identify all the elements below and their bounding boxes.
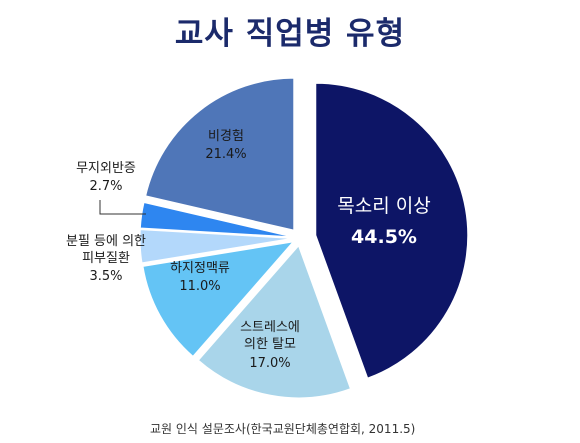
slice-label: 무지외반증: [76, 161, 136, 176]
pie-slice: [142, 241, 295, 357]
leader-line: [99, 200, 146, 215]
slice-label: 목소리 이상: [337, 195, 430, 217]
pie-slice: [315, 82, 469, 379]
slice-label: 하지정맥류: [170, 261, 230, 276]
slice-label: 비경험: [208, 129, 244, 144]
slice-label: 스트레스에 의한 탈모: [240, 320, 300, 352]
chart-title: 교사 직업병 유형: [174, 16, 406, 52]
slice-value-label: 44.5%: [351, 226, 417, 248]
pie-slice: [197, 244, 352, 399]
slice-value-label: 17.0%: [249, 356, 290, 371]
slice-label: 분필 등에 의한 피부질환: [66, 234, 146, 266]
source-note: 교원 인식 설문조사(한국교원단체총연합회, 2011.5): [150, 422, 416, 436]
pie-slice: [139, 229, 293, 264]
pie-slice: [145, 77, 295, 231]
slice-value-label: 11.0%: [179, 279, 220, 294]
slice-value-label: 3.5%: [89, 269, 122, 284]
slice-value-label: 2.7%: [89, 179, 122, 194]
slice-value-label: 21.4%: [205, 147, 246, 162]
pie-slice: [139, 201, 293, 238]
